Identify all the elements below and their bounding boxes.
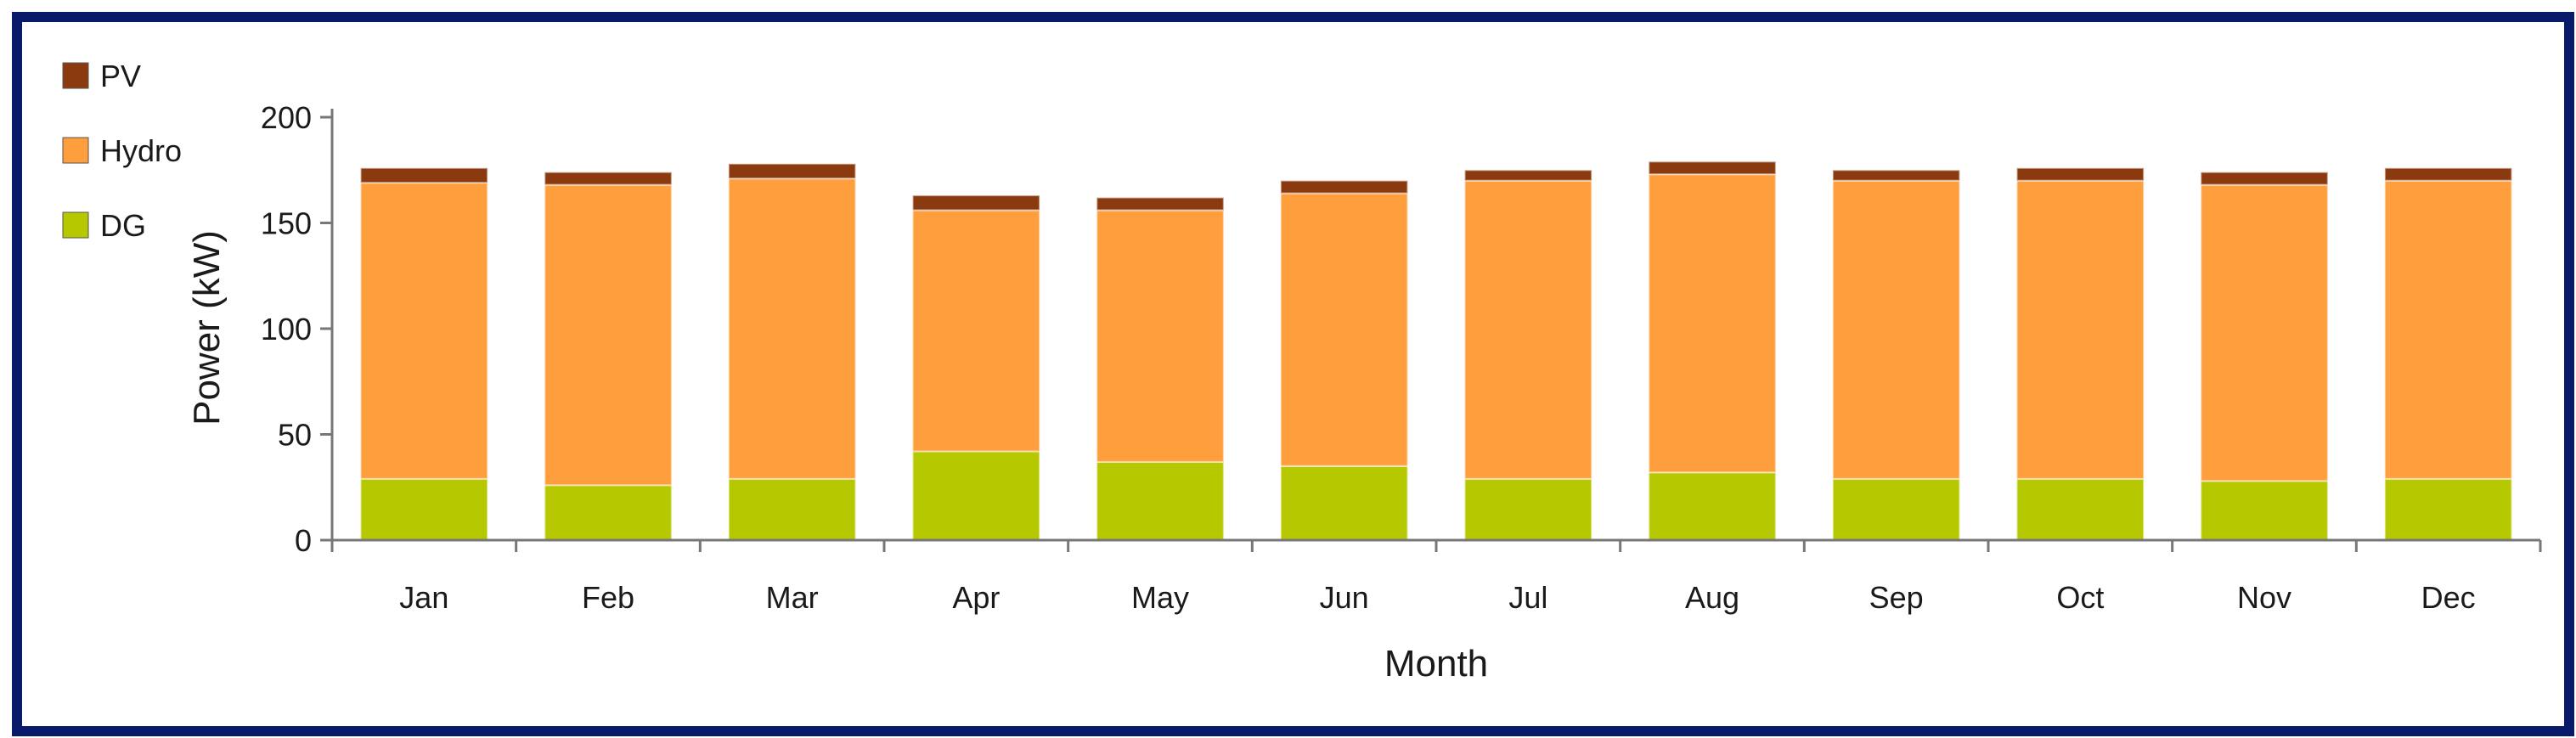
bar-dg-nov xyxy=(2200,480,2329,541)
bar-hydro-jul xyxy=(1463,179,1593,480)
bar-pv-dec xyxy=(2383,166,2513,182)
y-axis-title: Power (kW) xyxy=(186,230,228,425)
legend-label-pv: PV xyxy=(100,59,141,93)
bar-pv-sep xyxy=(1831,169,1961,182)
x-tick-label-feb: Feb xyxy=(582,580,634,615)
bars xyxy=(359,161,2513,542)
bar-pv-aug xyxy=(1648,161,1777,176)
bar-dg-feb xyxy=(544,484,673,541)
bar-pv-oct xyxy=(2015,166,2145,182)
bar-dg-jul xyxy=(1463,477,1593,541)
bar-hydro-dec xyxy=(2383,179,2513,480)
bar-hydro-sep xyxy=(1831,179,1961,480)
bar-pv-jun xyxy=(1279,179,1409,194)
bar-hydro-oct xyxy=(2015,179,2145,480)
x-tick-label-jan: Jan xyxy=(399,580,448,615)
bar-dg-sep xyxy=(1831,477,1961,541)
x-tick-label-jun: Jun xyxy=(1320,580,1369,615)
x-tick-label-nov: Nov xyxy=(2237,580,2291,615)
bar-hydro-jun xyxy=(1279,192,1409,467)
bar-hydro-feb xyxy=(544,183,673,487)
y-tick-label: 0 xyxy=(295,523,312,558)
bar-dg-dec xyxy=(2383,477,2513,541)
legend-label-hydro: Hydro xyxy=(100,133,182,168)
x-tick-label-apr: Apr xyxy=(952,580,1000,615)
x-tick-label-oct: Oct xyxy=(2056,580,2104,615)
chart-frame: PV Hydro DG 0 50 100 150 200 Jan Feb Mar Apr May Jun… xyxy=(12,12,2574,736)
bar-dg-mar xyxy=(727,477,857,541)
x-tick-label-mar: Mar xyxy=(766,580,819,615)
x-tick-label-may: May xyxy=(1131,580,1189,615)
x-axis-title: Month xyxy=(1384,643,1488,684)
y-tick-label: 100 xyxy=(261,312,312,346)
y-tick-label: 50 xyxy=(278,418,312,453)
x-tick-label-dec: Dec xyxy=(2421,580,2476,615)
stacked-bar-chart: PV Hydro DG 0 50 100 150 200 Jan Feb Mar Apr May Jun… xyxy=(62,59,2542,684)
bar-dg-jan xyxy=(359,477,489,541)
bar-hydro-aug xyxy=(1648,173,1777,474)
bar-dg-aug xyxy=(1648,471,1777,541)
x-tick-label-aug: Aug xyxy=(1685,580,1739,615)
y-tick-label: 200 xyxy=(261,100,312,135)
legend-swatch-dg xyxy=(62,211,89,239)
bar-dg-oct xyxy=(2015,477,2145,541)
bar-dg-jun xyxy=(1279,465,1409,542)
legend-swatch-hydro xyxy=(62,137,89,164)
bar-dg-may xyxy=(1096,460,1225,542)
legend-label-dg: DG xyxy=(100,208,146,243)
bar-hydro-apr xyxy=(911,209,1041,453)
legend: PV Hydro DG xyxy=(62,59,182,243)
bar-pv-feb xyxy=(544,171,673,186)
x-tick-label-sep: Sep xyxy=(1869,580,1924,615)
bar-pv-jul xyxy=(1463,169,1593,182)
bar-pv-mar xyxy=(727,162,857,180)
bar-pv-jan xyxy=(359,166,489,184)
bar-dg-apr xyxy=(911,450,1041,541)
bar-hydro-nov xyxy=(2200,183,2329,482)
bar-hydro-may xyxy=(1096,209,1225,463)
axes: 0 50 100 150 200 Jan Feb Mar Apr May Jun Jul Aug Sep O… xyxy=(261,100,2542,615)
bar-pv-nov xyxy=(2200,171,2329,186)
x-tick-label-jul: Jul xyxy=(1508,580,1547,615)
bar-hydro-jan xyxy=(359,182,489,480)
bar-hydro-mar xyxy=(727,177,857,480)
bar-pv-apr xyxy=(911,194,1041,211)
legend-swatch-pv xyxy=(62,62,89,89)
y-tick-label: 150 xyxy=(261,206,312,241)
bar-pv-may xyxy=(1096,196,1225,211)
